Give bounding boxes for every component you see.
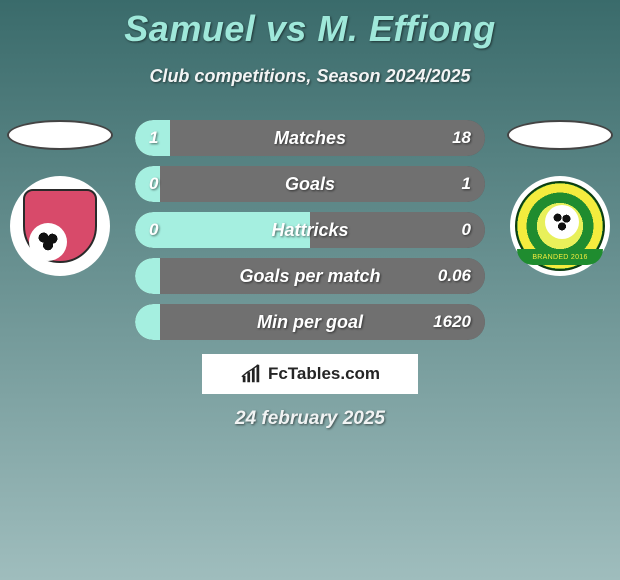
stat-label: Min per goal xyxy=(135,304,485,340)
bar-chart-icon xyxy=(240,363,262,385)
page-title: Samuel vs M. Effiong xyxy=(0,0,620,50)
stat-label: Goals xyxy=(135,166,485,202)
stat-row: 1620Min per goal xyxy=(135,304,485,340)
club-crest-right: BRANDED 2016 xyxy=(515,181,605,271)
subtitle: Club competitions, Season 2024/2025 xyxy=(0,66,620,87)
country-flag-right xyxy=(507,120,613,150)
club-ribbon-text: BRANDED 2016 xyxy=(517,249,603,265)
stats-panel: 118Matches 01Goals 00Hattricks 0.06Goals pe… xyxy=(135,120,485,340)
date-label: 24 february 2025 xyxy=(0,408,620,430)
club-badge-right: BRANDED 2016 xyxy=(510,176,610,276)
soccer-ball-icon xyxy=(545,205,579,239)
stat-row: 01Goals xyxy=(135,166,485,202)
right-player-column: BRANDED 2016 xyxy=(500,120,620,276)
stat-label: Matches xyxy=(135,120,485,156)
brand-label: FcTables.com xyxy=(268,364,380,384)
brand-badge: FcTables.com xyxy=(202,354,418,394)
stat-row: 00Hattricks xyxy=(135,212,485,248)
stat-label: Hattricks xyxy=(135,212,485,248)
left-player-column xyxy=(0,120,120,276)
stat-row: 0.06Goals per match xyxy=(135,258,485,294)
soccer-ball-icon xyxy=(29,223,67,261)
stat-label: Goals per match xyxy=(135,258,485,294)
country-flag-left xyxy=(7,120,113,150)
club-crest-left xyxy=(23,189,97,263)
infographic-container: Samuel vs M. Effiong Club competitions, … xyxy=(0,0,620,580)
club-badge-left xyxy=(10,176,110,276)
stat-row: 118Matches xyxy=(135,120,485,156)
